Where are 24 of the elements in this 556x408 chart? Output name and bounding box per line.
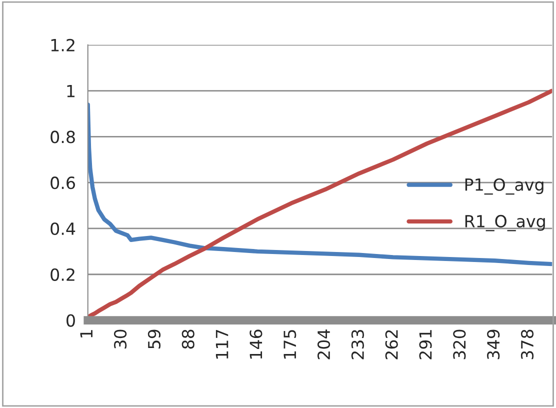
- y-tick-label: 0.6: [50, 176, 75, 190]
- x-tick-label: 320: [453, 330, 466, 360]
- x-tick-label: 30: [114, 330, 127, 349]
- legend-label: P1_O_avg: [465, 178, 544, 195]
- y-tick-label: 0.4: [50, 222, 76, 236]
- y-tick-label: 1: [67, 84, 75, 98]
- x-tick-label: 88: [182, 330, 194, 349]
- x-tick-label: 378: [520, 330, 534, 360]
- y-tick-label: 1.2: [51, 38, 74, 52]
- x-tick-label: 117: [216, 330, 228, 359]
- x-tick-label: 262: [385, 330, 398, 360]
- x-tick-label: 233: [351, 330, 364, 360]
- x-tick-label: 59: [148, 330, 161, 349]
- x-tick-label: 175: [284, 330, 296, 359]
- legend-label: R1_O_avg: [465, 214, 545, 232]
- x-tick-label: 146: [250, 330, 262, 359]
- line-series: [88, 102, 552, 266]
- x-tick-label: 349: [487, 330, 500, 360]
- x-tick-label: 291: [419, 330, 432, 360]
- x-tick-label: 1: [80, 330, 92, 338]
- y-tick-label: 0.2: [50, 268, 74, 281]
- y-tick-label: 0.8: [50, 130, 75, 144]
- x-tick-label: 204: [317, 330, 330, 360]
- y-tick-label: 0: [66, 314, 75, 327]
